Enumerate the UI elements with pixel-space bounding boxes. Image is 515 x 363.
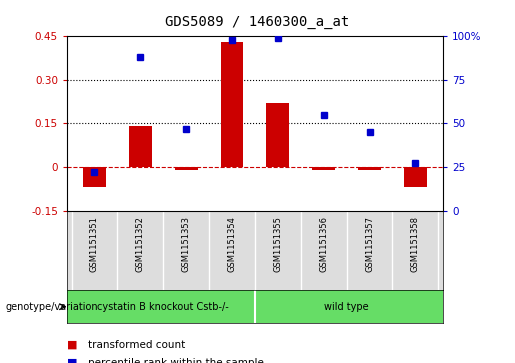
Text: GSM1151351: GSM1151351 [90, 216, 99, 272]
Bar [129, 126, 152, 167]
Text: GSM1151358: GSM1151358 [411, 216, 420, 272]
Text: wild type: wild type [324, 302, 369, 312]
Text: ■: ■ [67, 358, 77, 363]
Bar [83, 167, 106, 187]
Text: genotype/variation: genotype/variation [5, 302, 98, 312]
Text: cystatin B knockout Cstb-/-: cystatin B knockout Cstb-/- [97, 302, 229, 312]
Bar [358, 167, 381, 170]
Text: GSM1151356: GSM1151356 [319, 216, 328, 272]
Bar [404, 167, 427, 187]
Bar [220, 42, 244, 167]
Text: GSM1151354: GSM1151354 [228, 216, 236, 272]
Text: GDS5089 / 1460300_a_at: GDS5089 / 1460300_a_at [165, 15, 350, 29]
Text: GSM1151355: GSM1151355 [273, 216, 282, 272]
Bar [266, 103, 289, 167]
Text: GSM1151352: GSM1151352 [136, 216, 145, 272]
Bar [312, 167, 335, 170]
Text: transformed count: transformed count [88, 340, 185, 350]
Text: percentile rank within the sample: percentile rank within the sample [88, 358, 264, 363]
Bar [175, 167, 198, 170]
Text: GSM1151357: GSM1151357 [365, 216, 374, 272]
Text: ■: ■ [67, 340, 77, 350]
Text: GSM1151353: GSM1151353 [182, 216, 191, 272]
